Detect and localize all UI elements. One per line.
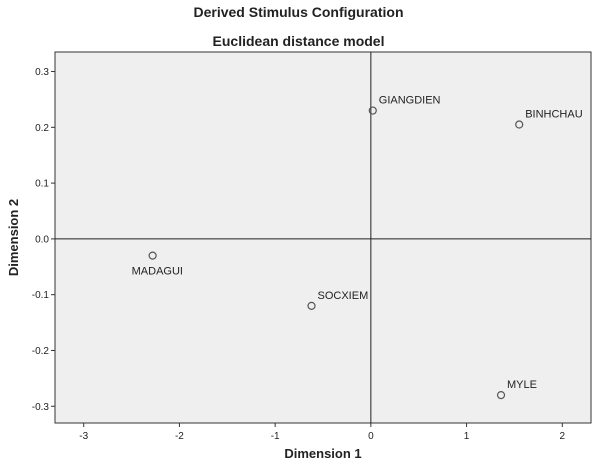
chart-title: Derived Stimulus Configuration bbox=[193, 4, 404, 20]
x-tick-label: 1 bbox=[464, 431, 470, 442]
x-tick-label: -1 bbox=[271, 431, 280, 442]
y-tick-label: 0.0 bbox=[35, 234, 49, 245]
y-tick-label: 0.3 bbox=[35, 67, 49, 78]
y-tick-label: -0.3 bbox=[32, 402, 50, 413]
x-tick-label: 2 bbox=[560, 431, 566, 442]
data-point-marker bbox=[496, 391, 506, 400]
data-point-marker bbox=[148, 251, 157, 260]
data-point-marker bbox=[307, 301, 316, 310]
x-tick-label: -2 bbox=[175, 431, 184, 442]
y-tick-label: 0.1 bbox=[35, 179, 49, 190]
y-tick-label: -0.1 bbox=[32, 290, 50, 301]
x-tick-label: -3 bbox=[79, 431, 88, 442]
y-tick-label: 0.2 bbox=[35, 123, 49, 134]
data-point-label: SOCXIEM bbox=[318, 290, 369, 302]
data-points: GIANGDIEN BINHCHAU MADAGUI SOCXIEM MYLE bbox=[132, 95, 583, 400]
y-axis-title: Dimension 2 bbox=[6, 199, 21, 276]
data-point-label: GIANGDIEN bbox=[379, 95, 441, 107]
data-point-label: BINHCHAU bbox=[525, 109, 583, 121]
y-axis: -0.3 -0.2 -0.1 0.0 0.1 0.2 0.3 bbox=[32, 67, 55, 413]
data-point-marker bbox=[515, 120, 524, 129]
data-point-label: MADAGUI bbox=[132, 266, 183, 278]
data-point-label: MYLE bbox=[507, 379, 537, 391]
y-tick-label: -0.2 bbox=[32, 346, 50, 357]
plot-area bbox=[54, 51, 592, 424]
data-point-marker bbox=[368, 106, 377, 115]
x-axis: -3 -2 -1 0 1 2 bbox=[79, 423, 566, 442]
chart-subtitle: Euclidean distance model bbox=[212, 33, 385, 49]
x-axis-title: Dimension 1 bbox=[284, 446, 361, 461]
x-tick-label: 0 bbox=[368, 431, 374, 442]
